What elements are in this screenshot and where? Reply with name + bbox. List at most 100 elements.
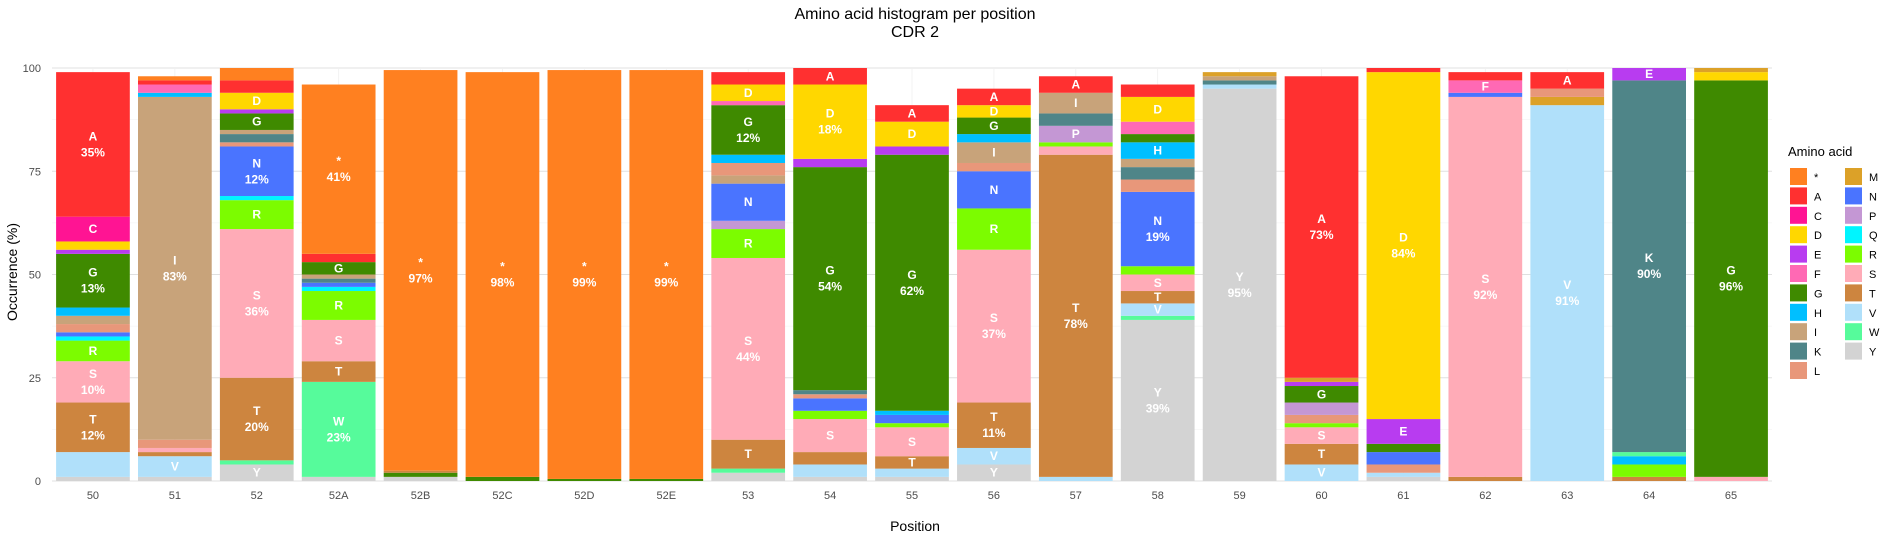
bar-segment <box>548 479 622 481</box>
data-label: 10% <box>81 383 105 397</box>
legend-label: N <box>1869 191 1877 203</box>
bar-segment <box>1530 89 1604 97</box>
bar-segment <box>220 80 294 92</box>
bar-segment <box>711 473 785 481</box>
data-label: K <box>1645 251 1654 265</box>
bar-segment <box>1694 68 1768 72</box>
bar-segment <box>1367 473 1441 477</box>
legend-swatch <box>1790 207 1807 224</box>
bar-segment <box>56 316 130 324</box>
bar-segment <box>875 411 949 415</box>
legend-swatch <box>1845 265 1862 282</box>
data-label: 84% <box>1391 247 1415 261</box>
data-label: 97% <box>409 271 433 285</box>
bar-stack: Y95% <box>1203 72 1277 481</box>
data-label: 92% <box>1473 288 1497 302</box>
data-label: Y <box>253 466 261 480</box>
x-tick-label: 64 <box>1643 490 1655 502</box>
bar-segment <box>1448 97 1522 477</box>
bar-segment <box>1530 97 1604 105</box>
bar-segment <box>711 469 785 473</box>
bar-segment <box>793 159 867 167</box>
bar-stack: SG54%D18%A <box>793 68 867 481</box>
bar-stack: *99% <box>629 70 703 481</box>
bar-segment <box>1448 477 1522 481</box>
legend-swatch <box>1790 323 1807 340</box>
bar-segment <box>875 155 949 411</box>
bar-segment <box>1367 444 1441 452</box>
x-tick-label: 53 <box>742 490 754 502</box>
bar-segment <box>1121 167 1195 179</box>
bar-segment <box>1039 146 1113 154</box>
legend-swatch <box>1845 323 1862 340</box>
x-tick-label: 55 <box>906 490 918 502</box>
legend-label: A <box>1814 191 1822 203</box>
data-label: 19% <box>1146 230 1170 244</box>
bar-segment <box>56 250 130 254</box>
bar-segment <box>302 279 376 283</box>
data-label: T <box>745 447 753 461</box>
x-tick-label: 52C <box>492 490 512 502</box>
bar-segment <box>56 336 130 340</box>
data-label: G <box>1726 264 1735 278</box>
bar-segment <box>793 464 867 476</box>
data-label: G <box>825 264 834 278</box>
bar-segment <box>220 146 294 196</box>
bar-segment <box>220 109 294 113</box>
x-tick-label: 56 <box>988 490 1000 502</box>
legend-label: L <box>1814 366 1820 378</box>
bar-segment <box>711 72 785 84</box>
data-label: R <box>334 298 343 312</box>
bar-segment <box>1367 452 1441 464</box>
bar-segment <box>957 250 1031 403</box>
bar-segment <box>1612 456 1686 464</box>
data-label: S <box>253 288 261 302</box>
bar-stack: ED84% <box>1367 68 1441 481</box>
legend-label: H <box>1814 308 1822 320</box>
data-label: A <box>826 69 835 83</box>
bar-segment <box>56 72 130 217</box>
data-label: D <box>908 127 917 141</box>
data-label: S <box>826 429 834 443</box>
bar-segment <box>875 469 949 477</box>
bar-segment <box>875 146 949 154</box>
bar-stack: T78%PIA <box>1039 76 1113 481</box>
bar-segment <box>711 221 785 229</box>
bar-stack: YVT11%S37%RNIGDA <box>957 89 1031 481</box>
data-label: Y <box>990 466 998 480</box>
bar-segment <box>711 258 785 440</box>
data-label: 12% <box>245 172 269 186</box>
bar-segment <box>1039 113 1113 125</box>
bar-segment <box>875 415 949 423</box>
data-label: V <box>1154 303 1162 317</box>
bar-segment <box>56 477 130 481</box>
data-label: 20% <box>245 420 269 434</box>
legend-label: Q <box>1869 230 1878 242</box>
data-label: * <box>664 260 669 274</box>
bar-stack: VTSGA73% <box>1285 76 1359 481</box>
bar-segment <box>302 287 376 291</box>
legend-swatch <box>1845 343 1862 360</box>
data-label: 90% <box>1637 267 1661 281</box>
data-label: 36% <box>245 304 269 318</box>
legend-swatch <box>1790 343 1807 360</box>
bar-segment <box>1530 105 1604 481</box>
data-label: W <box>333 414 345 428</box>
y-tick-label: 25 <box>29 373 41 385</box>
data-label: F <box>1482 80 1489 94</box>
bar-segment <box>1203 72 1277 76</box>
data-label: R <box>89 344 98 358</box>
bar-segment <box>629 70 703 479</box>
data-label: 37% <box>982 327 1006 341</box>
data-label: 39% <box>1146 401 1170 415</box>
data-label: S <box>990 311 998 325</box>
data-label: T <box>1072 301 1080 315</box>
bar-segment <box>56 241 130 249</box>
data-label: 96% <box>1719 280 1743 294</box>
bar-segment <box>1367 464 1441 472</box>
y-tick-label: 75 <box>29 166 41 178</box>
data-label: I <box>1074 96 1077 110</box>
bar-segment <box>1612 452 1686 456</box>
data-label: G <box>1317 387 1326 401</box>
bar-segment <box>138 76 212 80</box>
